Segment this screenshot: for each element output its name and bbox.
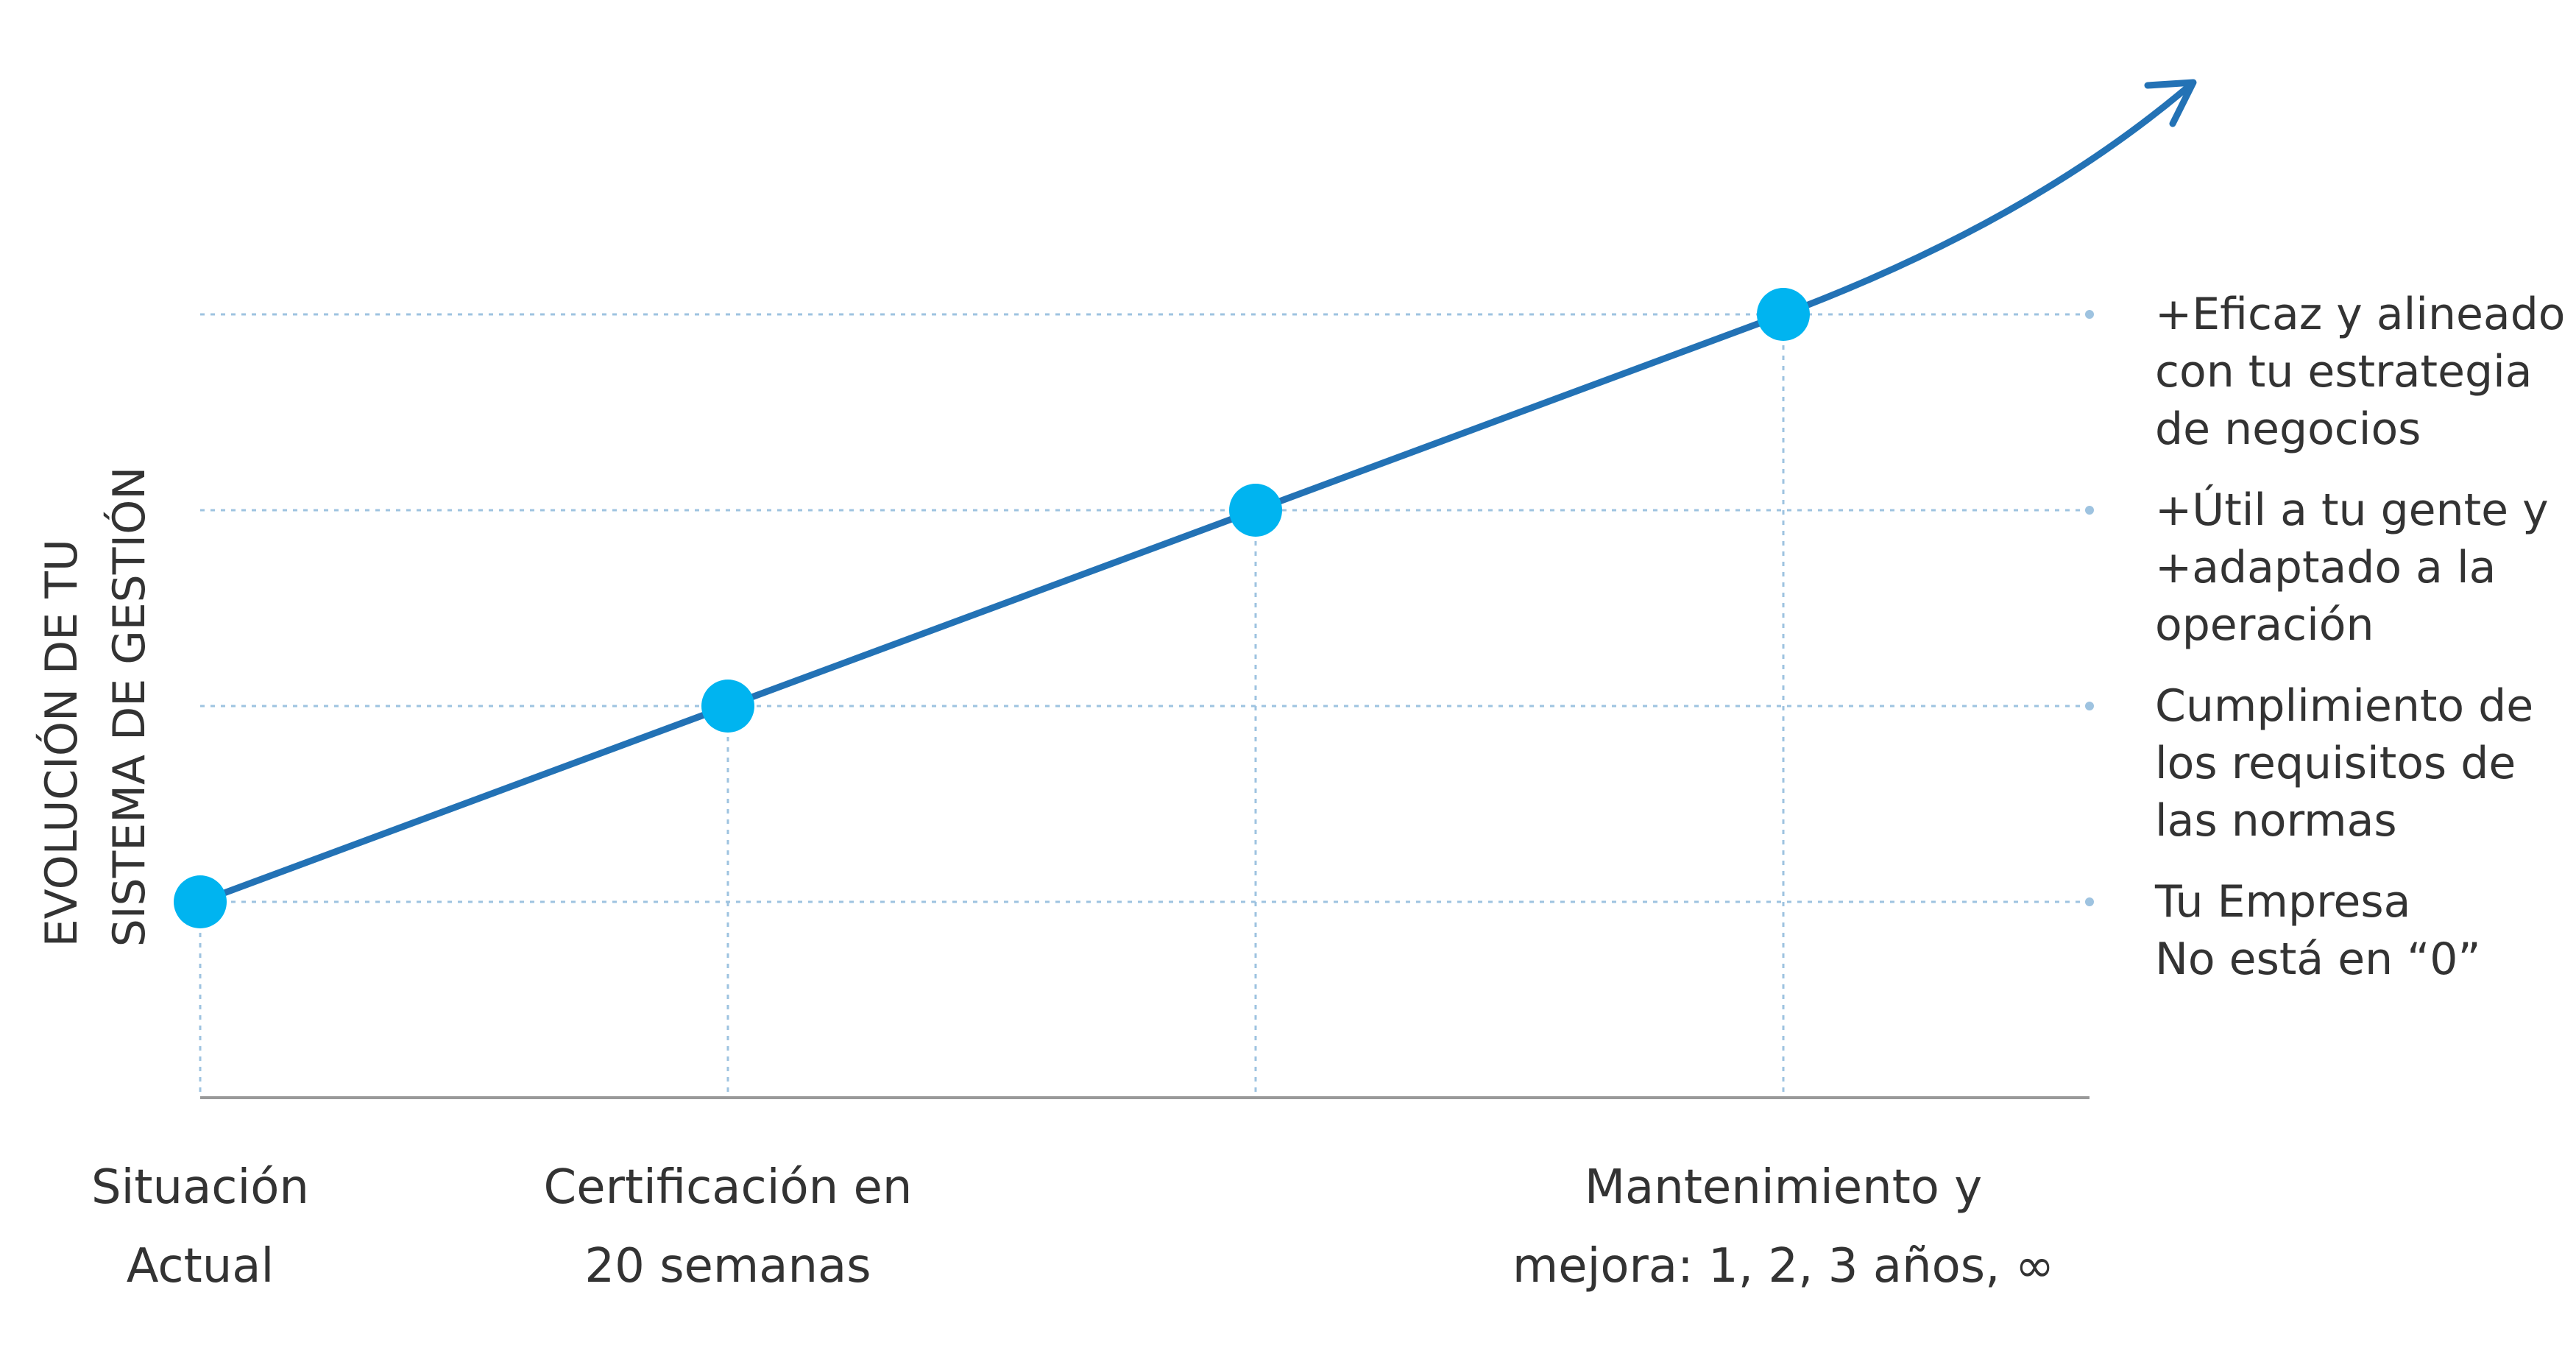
point (1757, 288, 1810, 341)
grid-end-dot (2085, 702, 2094, 710)
y-tick-label: Tu Empresa No está en “0” (2155, 876, 2481, 985)
x-tick-label: Situación Actual (91, 1160, 309, 1294)
point (701, 680, 754, 733)
point (174, 875, 227, 928)
grid-end-dot (2085, 506, 2094, 515)
trend-arrow (1782, 80, 2195, 318)
y-tick-label: Cumplimiento de los requisitos de las no… (2155, 680, 2534, 847)
y-tick-label: +Útil a tu gente y +adaptado a la operac… (2155, 484, 2549, 651)
point (1229, 484, 1282, 537)
y-axis-label: EVOLUCIÓN DE TU SISTEMA DE GESTIÓN (36, 466, 155, 948)
x-tick-label: Certificación en 20 semanas (543, 1160, 913, 1294)
y-tick-label: +Eficaz y alineado con tu estrategia de … (2155, 289, 2566, 455)
grid-end-dot (2085, 310, 2094, 319)
x-tick-label: Mantenimiento y mejora: 1, 2, 3 años, ∞ (1512, 1160, 2055, 1294)
line (199, 311, 1785, 906)
grid-end-dot (2085, 897, 2094, 906)
arrow-head (2144, 79, 2197, 127)
